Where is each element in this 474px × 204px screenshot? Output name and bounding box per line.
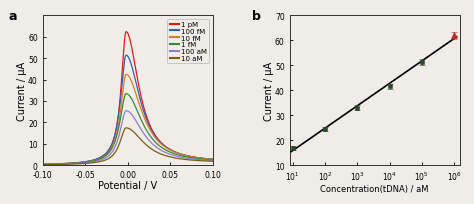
100 fM [69, 162, 75, 164]
10 fM [210, 158, 216, 161]
100 aM [123, 110, 129, 112]
Y-axis label: Current / μA: Current / μA [17, 61, 27, 120]
10 fM [69, 162, 75, 165]
Legend: 1 pM, 100 fM, 10 fM, 1 fM, 100 aM, 10 aM: 1 pM, 100 fM, 10 fM, 1 fM, 100 aM, 10 aM [167, 20, 210, 64]
Line: 10 fM: 10 fM [43, 75, 213, 165]
100 aM [207, 159, 212, 162]
1 fM [59, 163, 65, 165]
100 fM [40, 163, 46, 166]
Y-axis label: Current / μA: Current / μA [264, 61, 273, 120]
100 fM [189, 156, 194, 158]
Text: a: a [9, 10, 17, 23]
100 fM [123, 55, 129, 57]
10 aM [210, 160, 216, 163]
1 fM [123, 93, 129, 95]
100 aM [210, 160, 216, 162]
10 aM [40, 164, 46, 166]
1 fM [189, 157, 194, 159]
10 aM [207, 160, 212, 163]
1 pM [207, 158, 212, 161]
Text: b: b [252, 10, 261, 23]
1 fM [210, 159, 216, 161]
100 fM [210, 158, 216, 161]
1 pM [123, 31, 129, 34]
Line: 100 aM: 100 aM [43, 111, 213, 165]
100 aM [105, 155, 111, 158]
100 aM [189, 158, 194, 160]
10 fM [105, 152, 111, 155]
100 fM [112, 132, 118, 135]
1 pM [40, 163, 46, 166]
1 fM [207, 159, 212, 161]
100 aM [59, 163, 65, 165]
Line: 1 pM: 1 pM [43, 32, 213, 165]
X-axis label: Concentration(tDNA) / aM: Concentration(tDNA) / aM [320, 184, 429, 193]
10 fM [123, 74, 129, 76]
10 fM [207, 158, 212, 161]
100 aM [112, 145, 118, 148]
100 aM [40, 164, 46, 166]
10 aM [189, 159, 194, 162]
1 pM [59, 163, 65, 165]
10 fM [112, 138, 118, 140]
Line: 1 fM: 1 fM [43, 94, 213, 165]
100 fM [105, 150, 111, 152]
10 aM [112, 151, 118, 154]
1 fM [112, 140, 118, 142]
10 aM [123, 127, 129, 130]
1 pM [189, 156, 194, 158]
100 aM [69, 163, 75, 165]
1 fM [69, 162, 75, 165]
Line: 100 fM: 100 fM [43, 56, 213, 164]
1 fM [40, 163, 46, 166]
1 fM [105, 153, 111, 155]
10 aM [69, 163, 75, 165]
1 pM [210, 158, 216, 161]
100 fM [207, 158, 212, 161]
1 pM [112, 132, 118, 135]
10 fM [40, 163, 46, 166]
10 aM [105, 158, 111, 160]
10 aM [59, 163, 65, 166]
1 pM [69, 162, 75, 165]
10 fM [59, 163, 65, 165]
X-axis label: Potential / V: Potential / V [98, 180, 157, 190]
100 fM [59, 163, 65, 165]
1 pM [105, 151, 111, 153]
Line: 10 aM: 10 aM [43, 128, 213, 165]
10 fM [189, 156, 194, 158]
